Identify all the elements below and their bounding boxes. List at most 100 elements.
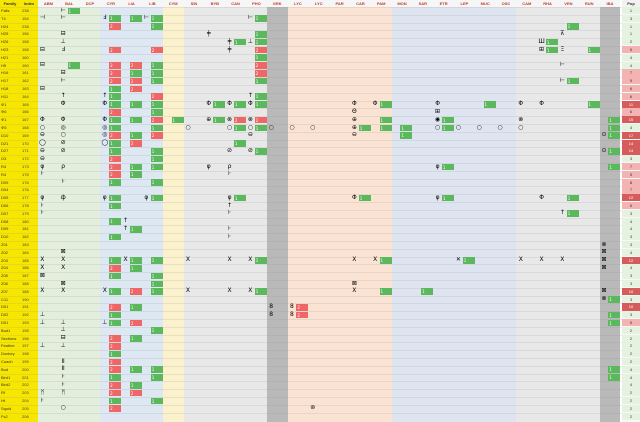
glyph-cell[interactable]: ⊗: [600, 241, 621, 249]
glyph-cell[interactable]: ⊠: [600, 264, 621, 272]
glyph-cell[interactable]: 2: [100, 163, 122, 171]
glyph-cell[interactable]: 8: [267, 311, 288, 319]
glyph-cell[interactable]: 1: [558, 194, 579, 202]
glyph-cell[interactable]: φ: [38, 163, 59, 171]
glyph-cell[interactable]: ⊖: [38, 147, 59, 155]
glyph-cell[interactable]: 2: [100, 342, 122, 350]
glyph-cell[interactable]: [100, 226, 121, 233]
glyph-cell[interactable]: ⊠: [600, 248, 621, 256]
index-cell[interactable]: 187: [22, 273, 29, 279]
index-cell[interactable]: 179: [22, 210, 29, 216]
pop-cell[interactable]: 2: [622, 334, 640, 342]
pop-cell[interactable]: 14: [622, 147, 640, 155]
glyph-cell[interactable]: ○: [496, 124, 517, 132]
glyph-cell[interactable]: 1 ○: [225, 124, 246, 132]
glyph-cell[interactable]: 2: [100, 46, 122, 54]
glyph-cell[interactable]: 1 ⊢: [142, 14, 163, 23]
glyph-cell[interactable]: 8: [267, 303, 288, 311]
column-header-sar[interactable]: SAR: [412, 0, 434, 7]
glyph-cell[interactable]: 1 ⊗: [600, 295, 621, 303]
column-header-lib[interactable]: LIB: [142, 0, 163, 7]
glyph-cell[interactable]: 1 ⊥: [246, 38, 267, 46]
glyph-cell[interactable]: ⊦: [38, 170, 59, 178]
glyph-cell[interactable]: Φ: [59, 116, 80, 124]
glyph-cell[interactable]: ⊖: [246, 131, 267, 139]
glyph-cell[interactable]: 1: [100, 257, 122, 264]
glyph-cell[interactable]: 1: [142, 366, 163, 374]
column-header-lia[interactable]: LIA: [121, 0, 142, 7]
pop-cell[interactable]: 5: [622, 319, 640, 327]
glyph-cell[interactable]: ○: [59, 404, 80, 412]
family-header[interactable]: Family: [0, 0, 20, 7]
glyph-cell[interactable]: 1: [142, 374, 163, 381]
glyph-cell[interactable]: φ: [38, 194, 59, 202]
glyph-cell[interactable]: ↑: [225, 202, 246, 210]
index-cell[interactable]: 163: [22, 86, 29, 91]
glyph-cell[interactable]: ρ: [225, 163, 246, 171]
glyph-cell[interactable]: 1: [59, 62, 80, 69]
index-cell[interactable]: 177: [22, 195, 29, 201]
glyph-cell[interactable]: ⊟: [59, 334, 80, 342]
glyph-cell[interactable]: 1: [100, 147, 122, 155]
glyph-cell[interactable]: ⊥: [38, 311, 59, 319]
pop-cell[interactable]: 2: [622, 389, 640, 397]
pop-cell[interactable]: 6: [622, 92, 640, 101]
glyph-cell[interactable]: ◯: [38, 139, 59, 147]
glyph-cell[interactable]: 2: [100, 381, 122, 389]
glyph-cell[interactable]: 2: [100, 62, 122, 69]
glyph-cell[interactable]: ⊘: [59, 147, 80, 155]
glyph-cell[interactable]: 1: [100, 233, 122, 241]
glyph-cell[interactable]: 1: [100, 397, 122, 405]
column-header-rha[interactable]: RHA: [537, 0, 558, 7]
family-cell[interactable]: Rf: [1, 390, 5, 396]
family-cell[interactable]: D09: [1, 226, 9, 232]
family-cell[interactable]: D05: [1, 195, 9, 201]
family-cell[interactable]: Φ1: [1, 101, 7, 107]
column-header-sin[interactable]: SIN: [183, 0, 205, 7]
glyph-cell[interactable]: 2: [121, 319, 142, 327]
glyph-cell[interactable]: Ⅱ: [59, 365, 80, 373]
column-header-can[interactable]: CAN: [225, 0, 246, 7]
glyph-cell[interactable]: 1 ↑: [121, 225, 142, 233]
family-cell[interactable]: H5: [1, 62, 7, 68]
glyph-cell[interactable]: ⊦: [38, 397, 59, 405]
glyph-cell[interactable]: ⊥: [38, 342, 59, 350]
pop-cell[interactable]: 1: [622, 7, 640, 15]
glyph-cell[interactable]: ⊼: [558, 30, 579, 38]
glyph-cell[interactable]: 1: [246, 30, 267, 38]
family-cell[interactable]: H23: [1, 47, 9, 52]
glyph-cell[interactable]: Ξ: [558, 46, 579, 54]
glyph-cell[interactable]: ⊥: [38, 319, 59, 327]
glyph-cell[interactable]: Ⅹ: [350, 256, 371, 264]
glyph-cell[interactable]: 2: [246, 46, 267, 54]
index-cell[interactable]: 172: [22, 156, 29, 162]
glyph-cell[interactable]: 2: [100, 69, 122, 77]
family-cell[interactable]: Z06: [1, 281, 8, 286]
pop-cell[interactable]: 2: [622, 350, 640, 358]
glyph-cell[interactable]: 1: [142, 155, 163, 163]
index-cell[interactable]: 197: [22, 343, 29, 349]
glyph-cell[interactable]: 1: [142, 327, 163, 335]
glyph-cell[interactable]: 1 ⊢: [246, 14, 267, 23]
glyph-cell[interactable]: ⊦: [59, 381, 80, 389]
index-cell[interactable]: 160: [22, 54, 29, 60]
pop-cell[interactable]: 6: [622, 85, 640, 93]
column-header-muc[interactable]: MUC: [474, 0, 496, 7]
index-cell[interactable]: 178: [22, 203, 29, 208]
glyph-cell[interactable]: 1: [600, 311, 621, 319]
glyph-cell[interactable]: Ⅹ: [59, 287, 80, 295]
pop-cell[interactable]: 5: [622, 46, 640, 54]
glyph-cell[interactable]: 1: [371, 288, 392, 296]
glyph-cell[interactable]: ◎: [59, 124, 80, 132]
glyph-cell[interactable]: 2: [100, 264, 122, 272]
glyph-cell[interactable]: 1 ⊕: [204, 116, 226, 124]
glyph-cell[interactable]: 1: [600, 124, 621, 132]
glyph-cell[interactable]: 2: [100, 23, 122, 30]
glyph-cell[interactable]: 1: [121, 171, 142, 179]
pop-cell[interactable]: 4: [622, 225, 640, 233]
glyph-cell[interactable]: 2: [142, 116, 163, 124]
glyph-cell[interactable]: ○: [267, 124, 288, 132]
